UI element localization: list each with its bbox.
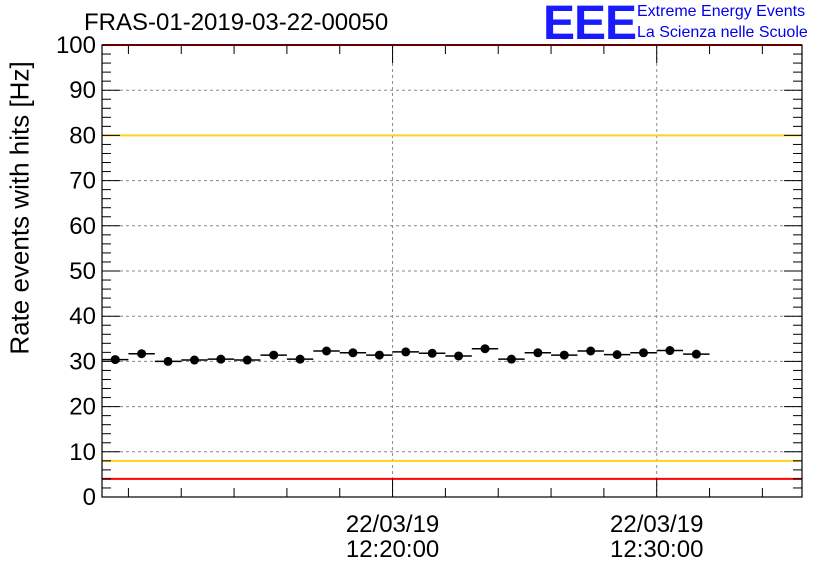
data-point xyxy=(612,350,622,360)
data-point xyxy=(348,348,358,358)
data-point xyxy=(533,348,543,358)
y-tick-label: 70 xyxy=(69,168,96,195)
x-tick-label-time: 12:30:00 xyxy=(610,536,703,563)
y-tick-label: 40 xyxy=(69,303,96,330)
logo-subtitle-1: Extreme Energy Events xyxy=(637,3,806,20)
data-point xyxy=(216,354,226,364)
data-point xyxy=(374,350,384,360)
x-tick-label-date: 22/03/19 xyxy=(610,511,703,538)
data-point xyxy=(691,349,701,359)
y-tick-label: 50 xyxy=(69,258,96,285)
y-tick-label: 80 xyxy=(69,122,96,149)
data-point xyxy=(427,348,437,358)
x-tick-label-time: 12:20:00 xyxy=(346,536,439,563)
logo-subtitle-2: La Scienza nelle Scuole xyxy=(637,24,808,41)
plot-title: FRAS-01-2019-03-22-00050 xyxy=(84,9,389,36)
y-tick-label: 20 xyxy=(69,394,96,421)
data-point xyxy=(163,356,173,366)
y-tick-label: 0 xyxy=(83,484,96,511)
y-tick-label: 90 xyxy=(69,77,96,104)
data-point xyxy=(665,346,675,356)
y-tick-label: 60 xyxy=(69,213,96,240)
data-point xyxy=(506,354,516,364)
y-tick-label: 10 xyxy=(69,439,96,466)
data-point xyxy=(322,346,332,356)
data-point xyxy=(401,347,411,357)
data-point xyxy=(269,350,279,360)
eee-logo: EEE xyxy=(543,0,637,50)
x-tick-label-date: 22/03/19 xyxy=(346,511,439,538)
data-point xyxy=(639,348,649,358)
data-point xyxy=(242,355,252,365)
data-point xyxy=(586,346,596,356)
data-point xyxy=(295,354,305,364)
data-point xyxy=(480,344,490,354)
data-point xyxy=(189,355,199,365)
data-point xyxy=(559,350,569,360)
data-point xyxy=(454,351,464,361)
y-tick-label: 100 xyxy=(56,32,96,59)
y-tick-label: 30 xyxy=(69,348,96,375)
data-point xyxy=(110,355,120,365)
data-point xyxy=(137,349,147,359)
